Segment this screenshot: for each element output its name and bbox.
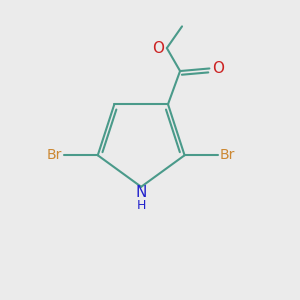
Text: O: O [212, 61, 224, 76]
Text: Br: Br [47, 148, 62, 162]
Text: N: N [136, 185, 147, 200]
Text: Br: Br [220, 148, 235, 162]
Text: H: H [136, 199, 146, 212]
Text: O: O [152, 40, 164, 56]
